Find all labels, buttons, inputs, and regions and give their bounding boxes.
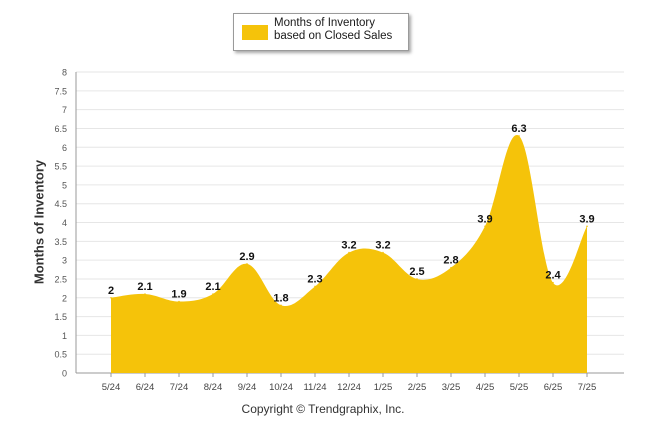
data-label: 3.2 [375, 240, 390, 252]
data-label: 1.9 [171, 289, 186, 301]
data-point [348, 251, 350, 254]
y-tick-label: 6 [62, 143, 67, 153]
data-point [382, 251, 384, 254]
y-tick-label: 0.5 [54, 350, 67, 360]
y-tick-label: 5.5 [54, 162, 67, 172]
y-tick-label: 7 [62, 105, 67, 115]
data-label: 3.9 [579, 213, 594, 225]
data-point [450, 266, 452, 269]
x-tick-label: 6/24 [136, 382, 155, 393]
data-point [586, 225, 588, 228]
data-point [314, 285, 316, 288]
x-tick-label: 2/25 [408, 382, 427, 393]
x-tick-label: 3/25 [442, 382, 461, 393]
x-tick-label: 10/24 [269, 382, 293, 393]
data-point [212, 293, 214, 295]
data-label: 2.3 [307, 273, 322, 285]
x-tick-label: 7/25 [578, 382, 597, 393]
data-label: 2.4 [545, 270, 561, 282]
data-label: 3.2 [341, 240, 356, 252]
data-label: 2.9 [239, 251, 254, 263]
data-label: 6.3 [511, 123, 526, 135]
x-tick-label: 7/24 [170, 382, 189, 393]
y-tick-label: 2 [62, 293, 67, 303]
series-area [111, 135, 587, 373]
y-axis-title: Months of Inventory [31, 159, 47, 285]
x-tick-label: 11/24 [303, 382, 326, 393]
y-tick-label: 1 [62, 331, 67, 341]
data-point [484, 225, 486, 228]
data-label: 3.9 [477, 213, 492, 225]
data-point [246, 263, 248, 265]
x-tick-label: 5/25 [510, 382, 529, 393]
y-tick-label: 4 [62, 218, 67, 228]
x-tick-label: 12/24 [337, 382, 361, 393]
x-tick-label: 5/24 [102, 382, 121, 393]
y-tick-label: 3 [62, 256, 67, 266]
x-tick-label: 4/25 [476, 382, 495, 393]
data-point [178, 300, 180, 303]
data-label: 2 [108, 285, 114, 297]
x-tick-label: 6/25 [544, 382, 563, 393]
data-point [416, 278, 418, 280]
data-label: 2.5 [409, 266, 424, 278]
y-tick-label: 8 [62, 68, 67, 78]
data-point [144, 293, 146, 295]
y-tick-label: 6.5 [54, 124, 67, 134]
y-tick-label: 1.5 [54, 312, 67, 322]
data-point [552, 281, 554, 284]
y-tick-label: 5 [62, 180, 67, 190]
y-tick-label: 3.5 [54, 237, 67, 247]
x-tick-label: 8/24 [204, 382, 223, 393]
y-tick-label: 0 [62, 369, 67, 379]
data-label: 2.1 [205, 281, 220, 293]
y-tick-label: 7.5 [54, 86, 67, 96]
data-label: 2.1 [137, 281, 152, 293]
copyright-text: Copyright © Trendgraphix, Inc. [241, 402, 405, 416]
y-tick-label: 4.5 [54, 199, 67, 209]
legend-swatch [242, 25, 268, 40]
data-point [518, 135, 520, 137]
data-label: 1.8 [273, 292, 288, 304]
legend-label: Months of Inventory based on Closed Sale… [274, 17, 393, 42]
data-point [280, 304, 282, 307]
y-tick-label: 2.5 [54, 274, 67, 284]
x-tick-label: 1/25 [374, 382, 393, 393]
x-tick-label: 9/24 [238, 382, 257, 393]
data-label: 2.8 [443, 255, 458, 267]
legend: Months of Inventory based on Closed Sale… [233, 13, 409, 51]
data-point [110, 296, 112, 299]
